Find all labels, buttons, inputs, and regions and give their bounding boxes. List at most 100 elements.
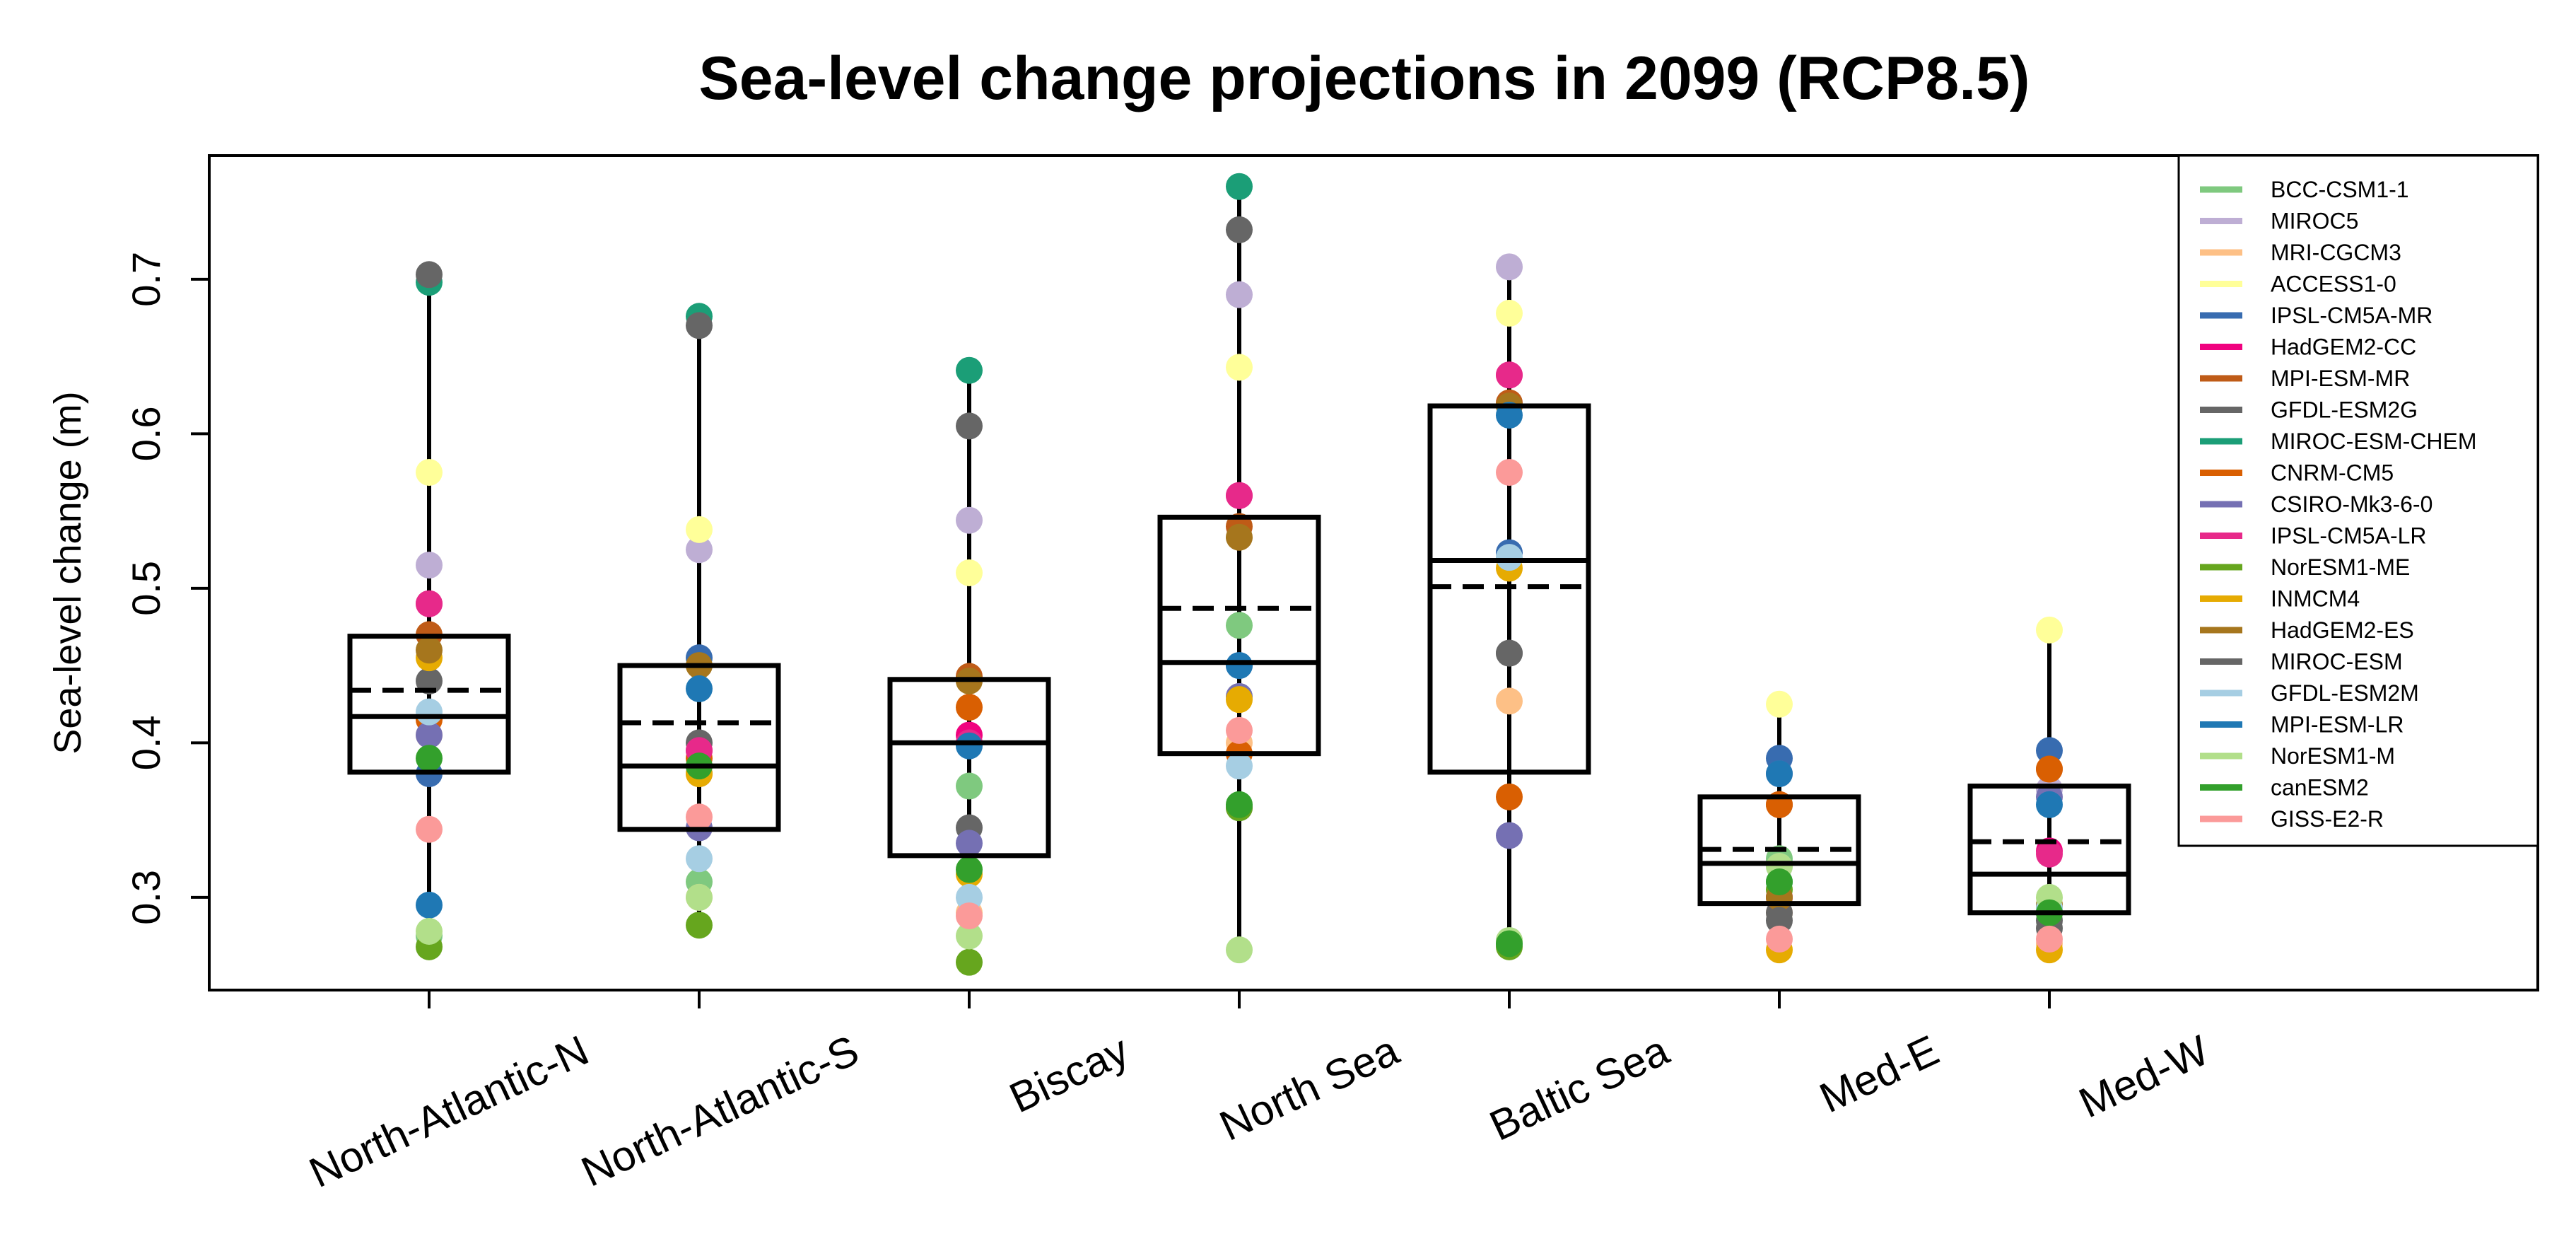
data-point [1226, 482, 1253, 509]
y-axis-label: Sea-level change (m) [47, 391, 89, 754]
chart-title: Sea-level change projections in 2099 (RC… [698, 45, 2030, 112]
legend-item: ACCESS1-0 [2200, 272, 2396, 297]
legend-item: HadGEM2-CC [2200, 335, 2416, 360]
legend-label: MPI-ESM-LR [2271, 712, 2404, 738]
legend-label: MPI-ESM-MR [2271, 366, 2410, 391]
legend-label: canESM2 [2271, 775, 2369, 801]
data-point [1226, 173, 1253, 200]
data-point [416, 815, 443, 843]
data-point [416, 552, 443, 579]
data-point [1766, 868, 1793, 896]
data-point [1496, 361, 1523, 389]
data-point [1226, 936, 1253, 964]
x-tick-label: Med-E [1813, 1026, 1945, 1122]
y-tick-label: 0.4 [124, 715, 168, 770]
box [347, 634, 511, 775]
data-point [686, 675, 713, 702]
data-point [686, 845, 713, 873]
y-tick-label: 0.7 [124, 252, 168, 307]
data-point [1226, 281, 1253, 308]
data-point [1496, 458, 1523, 486]
legend-item: MPI-ESM-MR [2200, 366, 2410, 391]
legend-item: MIROC5 [2200, 209, 2358, 234]
x-tick-label: North Sea [1212, 1026, 1406, 1150]
box [1967, 784, 2131, 916]
data-point [416, 261, 443, 289]
data-point [1226, 791, 1253, 818]
data-point [2036, 840, 2063, 868]
data-point [956, 922, 983, 950]
legend-label: GISS-E2-R [2271, 806, 2384, 832]
data-point [956, 732, 983, 760]
legend-item: IPSL-CM5A-LR [2200, 523, 2427, 549]
legend-item: MRI-CGCM3 [2200, 240, 2401, 265]
data-point [2036, 737, 2063, 764]
data-point [1226, 716, 1253, 744]
x-tick-label: Biscay [1002, 1026, 1135, 1122]
legend-label: MIROC-ESM-CHEM [2271, 429, 2477, 454]
data-point [956, 506, 983, 534]
data-point [416, 891, 443, 919]
legend-label: ACCESS1-0 [2271, 272, 2396, 297]
data-point [686, 312, 713, 339]
data-point [1496, 687, 1523, 715]
legend: BCC-CSM1-1 MIROC5 MRI-CGCM3 ACCESS1-0 IPSL-C… [2177, 154, 2539, 847]
legend-item: GFDL-ESM2M [2200, 680, 2419, 706]
x-tick-label: North-Atlantic-S [574, 1026, 865, 1196]
legend-label: IPSL-CM5A-LR [2271, 523, 2427, 549]
data-point [686, 516, 713, 543]
legend-label: MRI-CGCM3 [2271, 240, 2401, 265]
legend-label: NorESM1-ME [2271, 554, 2410, 580]
legend-item: MIROC-ESM [2200, 649, 2403, 675]
data-point [1496, 299, 1523, 327]
legend-label: INMCM4 [2271, 586, 2360, 612]
data-point [956, 902, 983, 930]
x-tick-label: Baltic Sea [1482, 1026, 1676, 1150]
box [617, 663, 781, 832]
legend-label: CNRM-CM5 [2271, 460, 2394, 486]
data-point [1766, 760, 1793, 788]
data-point [2036, 755, 2063, 783]
data-point [416, 745, 443, 772]
legend-label: HadGEM2-ES [2271, 617, 2414, 643]
x-tick-label: Med-W [2072, 1026, 2216, 1127]
data-point [1766, 690, 1793, 718]
data-point [2036, 616, 2063, 644]
legend-box [2177, 154, 2539, 847]
legend-item: HadGEM2-ES [2200, 617, 2414, 643]
legend-label: MIROC5 [2271, 209, 2358, 234]
data-point [1496, 544, 1523, 571]
legend-item: NorESM1-M [2200, 743, 2395, 769]
data-point [1226, 354, 1253, 381]
legend-item: INMCM4 [2200, 586, 2360, 612]
data-point [956, 830, 983, 857]
data-point [1766, 925, 1793, 953]
legend-label: CSIRO-Mk3-6-0 [2271, 491, 2432, 517]
data-point [956, 856, 983, 883]
legend-label: GFDL-ESM2M [2271, 680, 2419, 706]
data-point [686, 536, 713, 564]
legend-label: BCC-CSM1-1 [2271, 177, 2409, 202]
data-point [1496, 253, 1523, 281]
legend-item: GFDL-ESM2G [2200, 397, 2418, 423]
legend-item: NorESM1-ME [2200, 554, 2410, 580]
data-point [1496, 930, 1523, 958]
data-point [1226, 523, 1253, 551]
box [1157, 514, 1321, 757]
legend-label: MIROC-ESM [2271, 649, 2403, 675]
data-point [416, 590, 443, 617]
legend-label: GFDL-ESM2G [2271, 397, 2418, 423]
legend-label: IPSL-CM5A-MR [2271, 303, 2432, 328]
data-point [1496, 639, 1523, 667]
legend-item: canESM2 [2200, 775, 2369, 801]
data-point [1496, 783, 1523, 810]
data-point [416, 667, 443, 694]
legend-item: MPI-ESM-LR [2200, 712, 2404, 738]
data-point [1226, 652, 1253, 680]
legend-item: BCC-CSM1-1 [2200, 177, 2409, 202]
data-point [1766, 907, 1793, 934]
legend-item: MIROC-ESM-CHEM [2200, 429, 2477, 454]
data-point [1226, 216, 1253, 243]
